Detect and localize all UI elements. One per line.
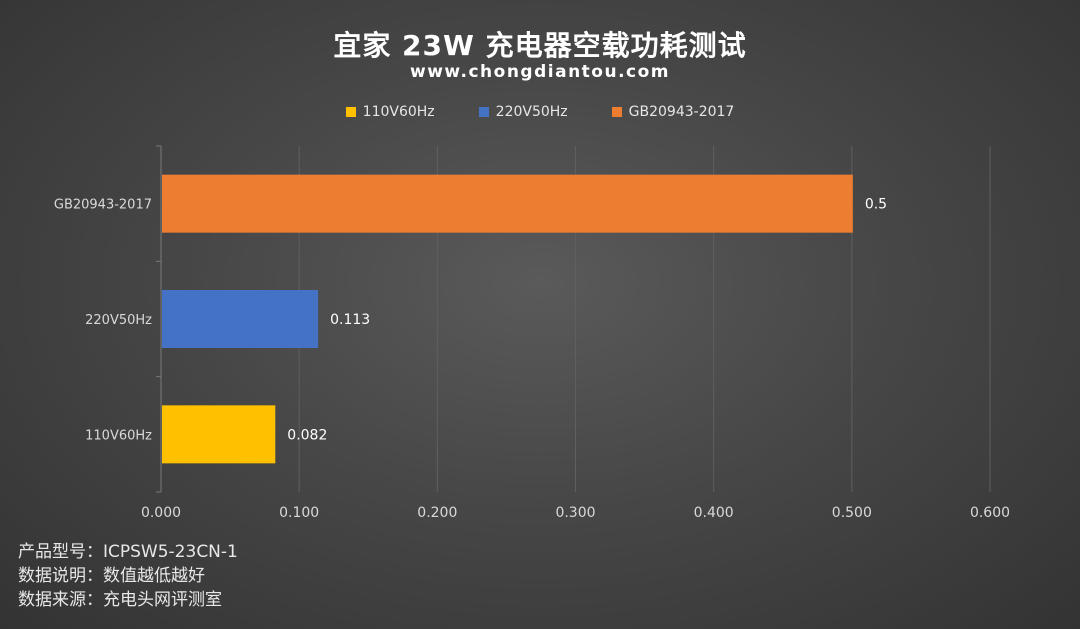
x-tick-label: 0.300 (555, 505, 595, 521)
data-label: 0.113 (330, 312, 370, 328)
x-tick-label: 0.200 (417, 505, 457, 521)
bar (162, 174, 853, 233)
x-tick-label: 0.600 (970, 505, 1010, 521)
chart-notes: 产品型号：ICPSW5-23CN-1 数据说明：数值越低越好 数据来源：充电头网… (18, 540, 238, 612)
y-tick-label: 110V60Hz (85, 428, 152, 443)
data-label: 0.5 (865, 197, 887, 213)
y-tick-label: GB20943-2017 (54, 198, 152, 213)
x-tick-label: 0.400 (694, 505, 734, 521)
data-label: 0.082 (287, 427, 327, 443)
legend-swatch-220v (478, 107, 489, 117)
legend-item-gb: GB20943-2017 (611, 104, 735, 120)
legend-item-110v: 110V60Hz (345, 104, 435, 120)
bar (162, 405, 276, 464)
legend-label-220v: 220V50Hz (495, 104, 568, 120)
y-tick-label: 220V50Hz (85, 313, 152, 328)
note-model: 产品型号：ICPSW5-23CN-1 (18, 542, 238, 562)
chart-title: 宜家 23W 充电器空载功耗测试 (333, 29, 747, 62)
x-tick-label: 0.500 (832, 505, 872, 521)
x-tick-label: 0.100 (279, 505, 319, 521)
legend-label-gb: GB20943-2017 (628, 104, 735, 120)
legend-swatch-110v (345, 107, 356, 117)
legend-item-220v: 220V50Hz (478, 104, 568, 120)
bar (162, 290, 319, 348)
chart-subtitle: www.chongdiantou.com (409, 62, 671, 82)
x-tick-label: 0.000 (141, 505, 181, 521)
legend-label-110v: 110V60Hz (362, 104, 435, 120)
note-explanation: 数据说明：数值越低越好 (18, 566, 205, 586)
chart-legend: 110V60Hz 220V50Hz GB20943-2017 (0, 104, 1080, 120)
legend-swatch-gb (611, 107, 622, 117)
note-source: 数据来源：充电头网评测室 (18, 590, 222, 610)
